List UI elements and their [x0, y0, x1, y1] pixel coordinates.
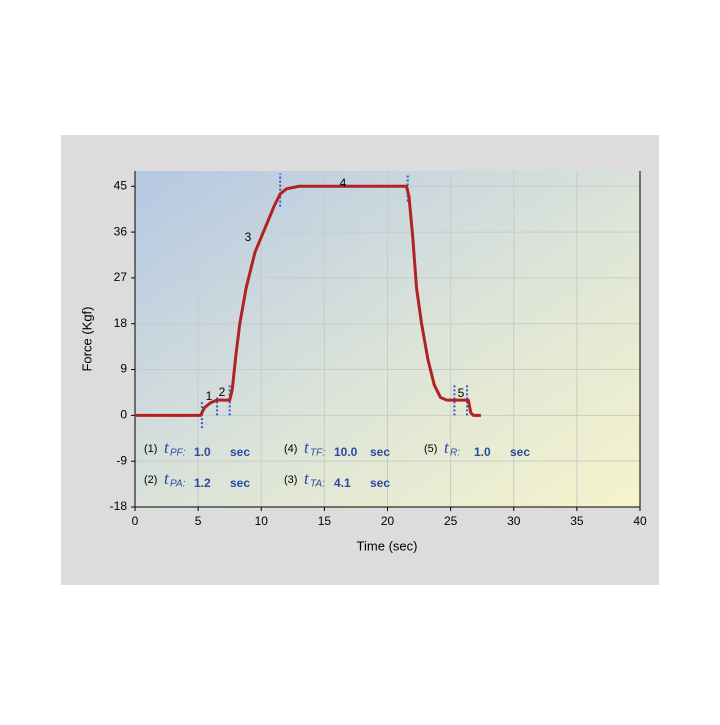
annotation-index: (2) [144, 474, 157, 486]
annotation-index: (5) [424, 443, 437, 455]
annotation-value: 1.0 [194, 445, 211, 459]
annotation-symbol: t [164, 438, 170, 457]
annotation-index: (3) [284, 474, 297, 486]
y-tick-label: 36 [114, 224, 128, 238]
annotation-unit: sec [370, 445, 390, 459]
annotation-value: 10.0 [334, 445, 358, 459]
y-tick-label: 45 [114, 178, 128, 192]
x-tick-label: 5 [195, 514, 202, 528]
y-tick-label: 27 [114, 270, 128, 284]
x-axis-label: Time (sec) [357, 538, 418, 553]
annotation-sub: R: [450, 448, 460, 459]
x-tick-label: 40 [633, 514, 647, 528]
force-curve [135, 184, 481, 417]
annotation-symbol: t [304, 438, 310, 457]
annotation-value: 1.2 [194, 476, 211, 490]
x-tick-label: 0 [132, 514, 139, 528]
x-tick-label: 20 [381, 514, 395, 528]
x-tick-label: 10 [255, 514, 269, 528]
annotation-unit: sec [230, 445, 250, 459]
annotation-sub: PF: [170, 448, 186, 459]
y-tick-label: -18 [110, 499, 128, 513]
y-tick-label: 0 [120, 408, 127, 422]
phase-label: 2 [219, 385, 226, 399]
annotation-sub: TF: [310, 448, 325, 459]
phase-label: 1 [206, 389, 213, 403]
y-tick-label: 9 [120, 362, 127, 376]
x-tick-label: 35 [570, 514, 584, 528]
x-tick-label: 15 [318, 514, 332, 528]
annotation-symbol: t [304, 469, 310, 488]
annotation-sub: TA: [310, 479, 325, 490]
x-tick-label: 30 [507, 514, 521, 528]
annotation-unit: sec [370, 476, 390, 490]
annotation-index: (4) [284, 443, 297, 455]
annotation-sub: PA: [170, 479, 186, 490]
annotation-symbol: t [164, 469, 170, 488]
y-axis-label: Force (Kgf) [79, 306, 94, 371]
y-tick-label: -9 [116, 453, 127, 467]
phase-label: 4 [340, 176, 347, 190]
phase-label: 3 [245, 230, 252, 244]
x-tick-label: 25 [444, 514, 458, 528]
annotation-index: (1) [144, 443, 157, 455]
annotation-value: 4.1 [334, 476, 351, 490]
annotation-unit: sec [510, 445, 530, 459]
annotation-unit: sec [230, 476, 250, 490]
annotation-symbol: t [444, 438, 450, 457]
phase-label: 5 [458, 386, 465, 400]
annotation-value: 1.0 [474, 445, 491, 459]
y-tick-label: 18 [114, 316, 128, 330]
